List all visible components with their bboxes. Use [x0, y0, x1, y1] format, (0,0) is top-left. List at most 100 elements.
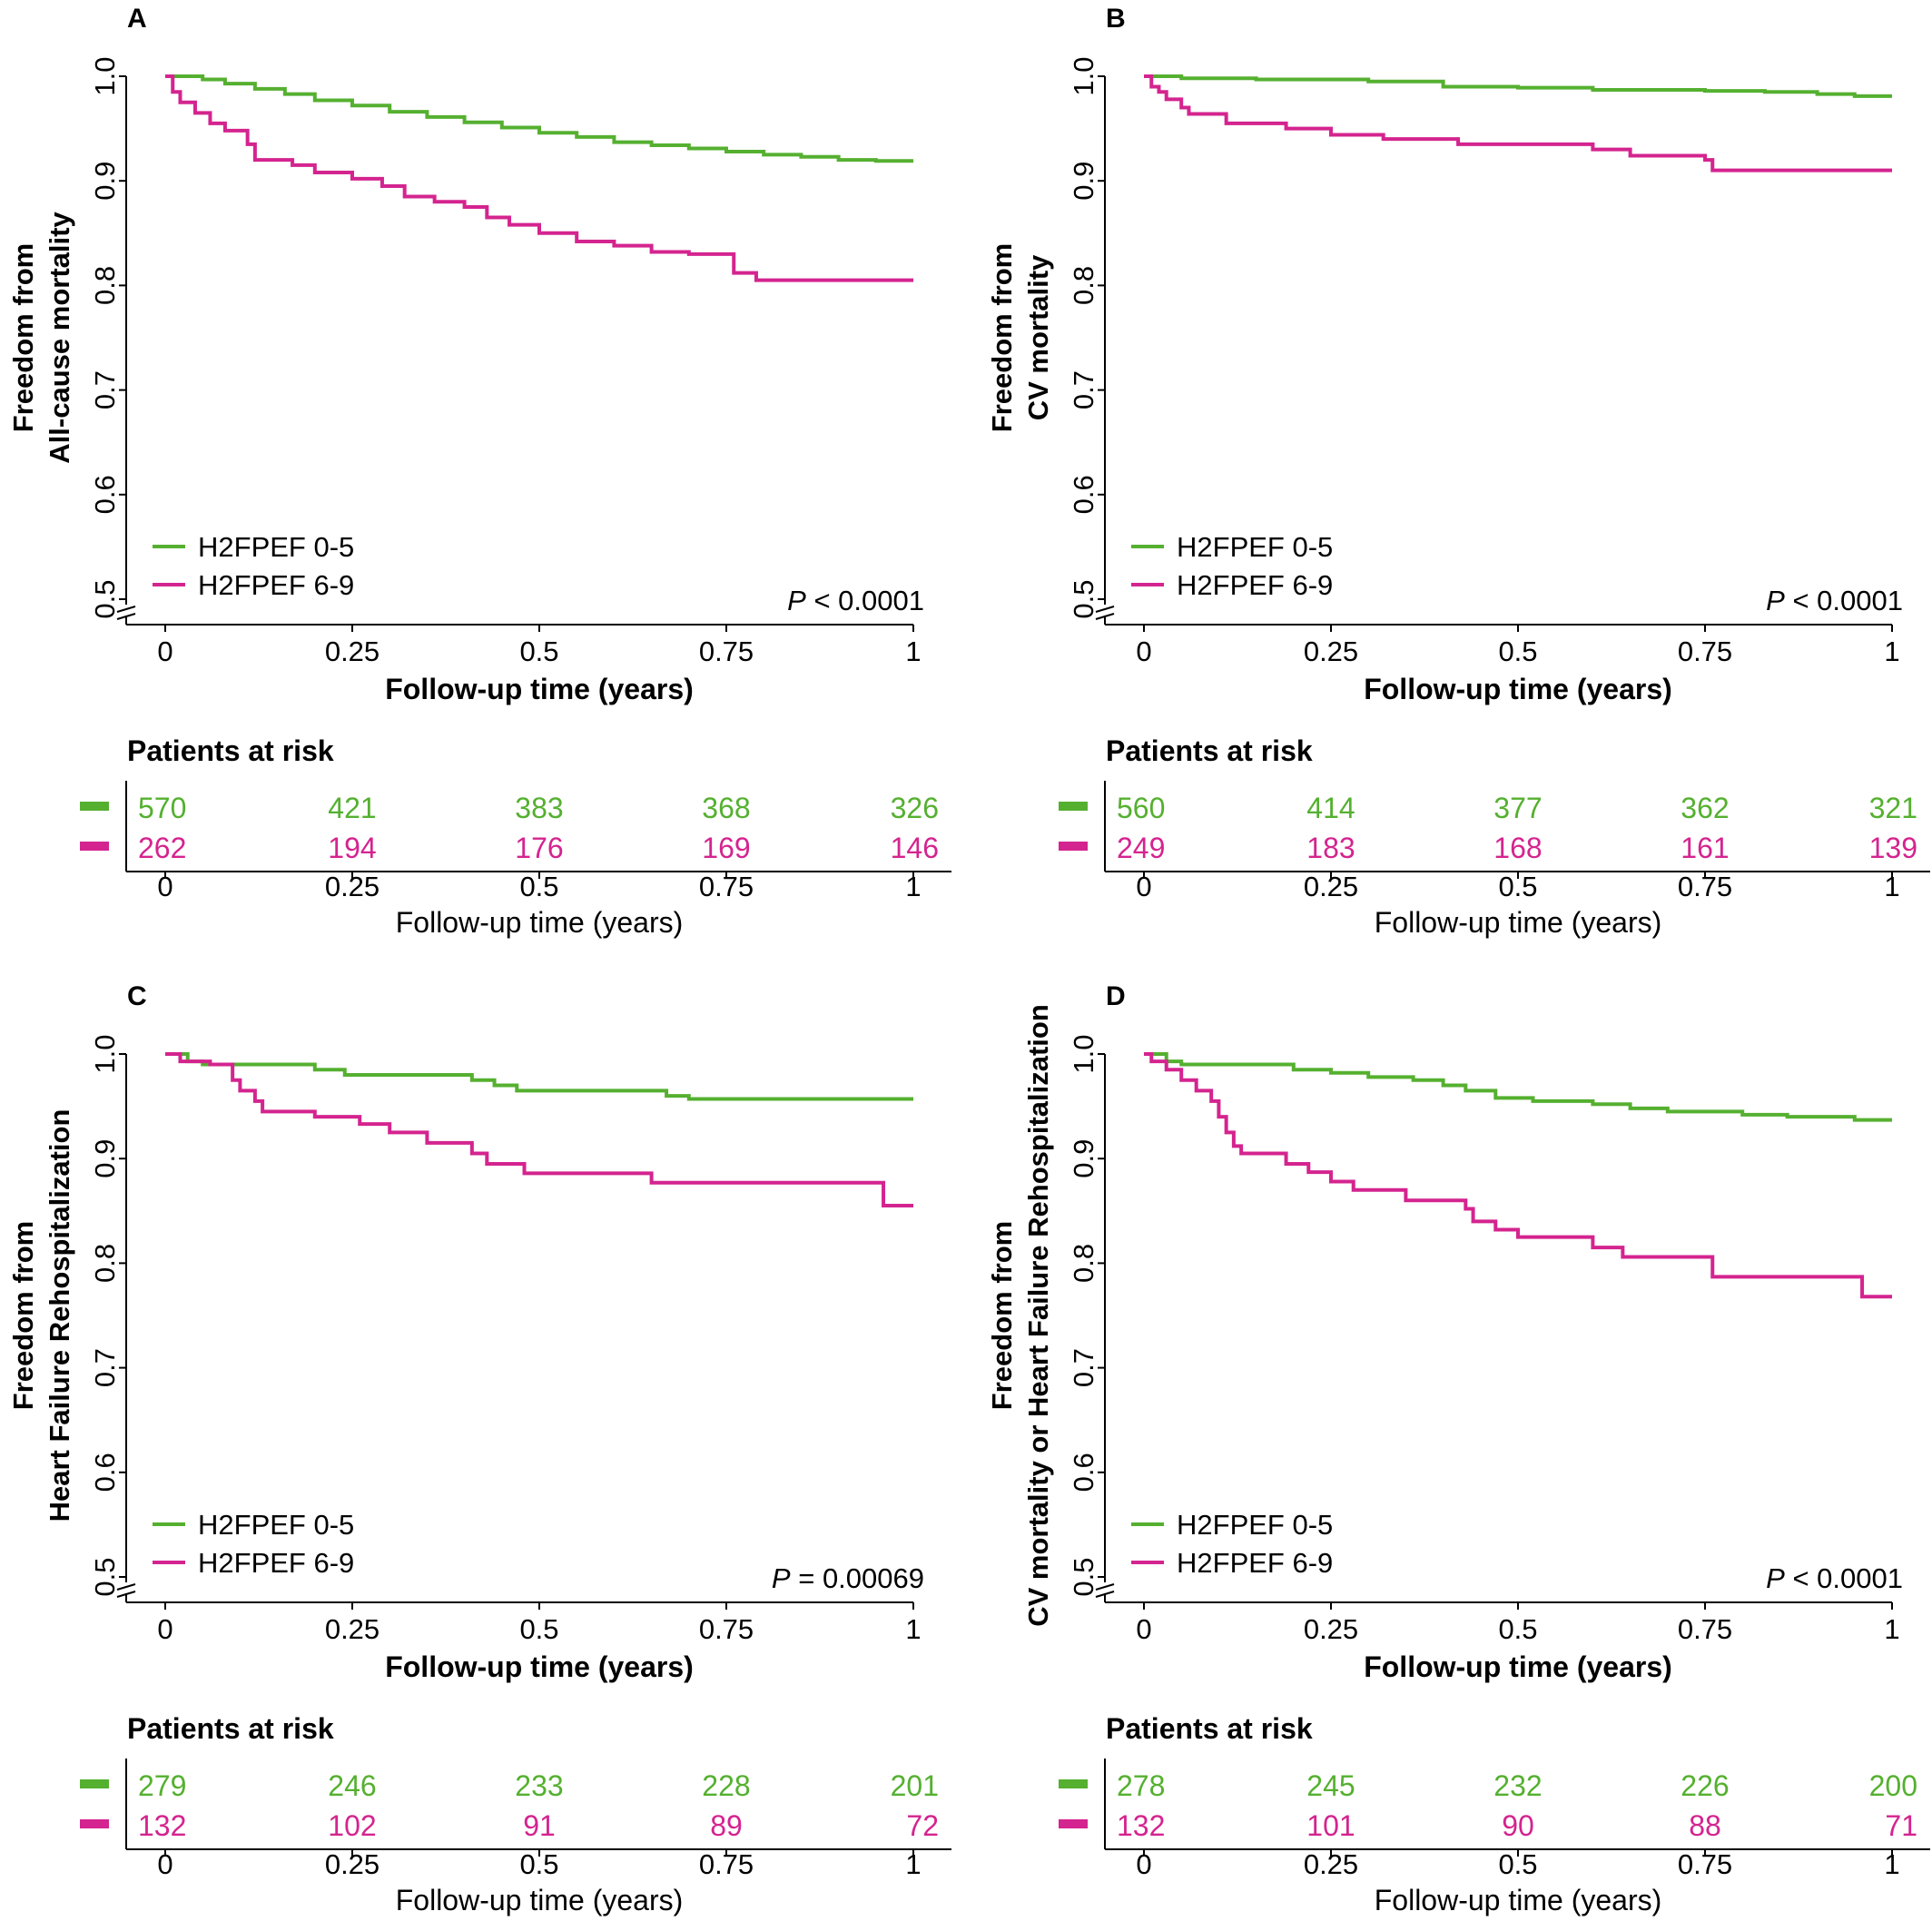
y-axis-label-line2: CV mortality [1022, 254, 1054, 420]
p-value: P < 0.0001 [1766, 585, 1903, 616]
risk-count-high: 89 [710, 1809, 743, 1842]
risk-count-low: 246 [328, 1769, 376, 1802]
x-tick-label: 1 [1884, 635, 1899, 667]
y-tick-label: 0.9 [1068, 162, 1099, 201]
risk-legend-swatch-high [80, 842, 109, 851]
y-tick-label: 0.9 [89, 162, 121, 201]
panel-letter: A [127, 4, 147, 34]
risk-count-low: 414 [1306, 792, 1355, 824]
y-tick-label: 0.9 [89, 1139, 121, 1178]
risk-count-high: 102 [328, 1809, 376, 1842]
risk-count-low: 201 [891, 1769, 939, 1802]
risk-x-tick-label: 0.25 [325, 871, 380, 902]
y-tick-label: 0.7 [89, 1348, 121, 1387]
risk-count-high: 132 [138, 1809, 186, 1842]
risk-x-tick-label: 0.75 [699, 1848, 754, 1880]
p-value-text: < 0.0001 [806, 585, 924, 616]
risk-count-high: 88 [1689, 1809, 1721, 1842]
risk-count-low: 421 [328, 792, 376, 824]
legend-label: H2FPEF 0-5 [198, 531, 354, 563]
y-tick-label: 0.5 [89, 579, 121, 618]
legend-label: H2FPEF 0-5 [198, 1509, 354, 1541]
survival-line-h2fpef-6-9 [165, 1052, 913, 1208]
risk-count-low: 200 [1869, 1769, 1917, 1802]
panel-c: C Freedom from Heart Failure Rehospitaliza… [7, 981, 951, 1916]
x-tick-label: 0.5 [1498, 635, 1537, 667]
risk-count-low: 232 [1493, 1769, 1542, 1802]
risk-x-tick-label: 0.75 [699, 871, 754, 902]
y-axis-label-line1: Freedom from [7, 243, 39, 432]
risk-count-high: 139 [1869, 832, 1917, 864]
legend-label: H2FPEF 6-9 [198, 1547, 354, 1579]
x-axis-label: Follow-up time (years) [385, 1650, 694, 1683]
risk-count-low: 245 [1306, 1769, 1355, 1802]
x-tick-label: 1 [905, 635, 921, 667]
x-tick-label: 0.25 [325, 635, 380, 667]
y-axis-label-line1: Freedom from [986, 243, 1018, 432]
legend-label: H2FPEF 6-9 [198, 569, 354, 601]
p-value-text: < 0.0001 [1785, 1562, 1903, 1594]
risk-x-tick-label: 0.25 [1304, 1848, 1358, 1880]
x-tick-label: 0 [1136, 1613, 1151, 1645]
legend-label: H2FPEF 6-9 [1177, 569, 1333, 601]
x-tick-label: 0.75 [1678, 1613, 1732, 1645]
risk-x-tick-label: 0 [1136, 871, 1151, 902]
p-value-text: = 0.00069 [791, 1562, 924, 1594]
y-tick-label: 0.7 [1068, 370, 1099, 409]
risk-table-title: Patients at risk [1106, 734, 1313, 767]
y-tick-label: 0.7 [1068, 1348, 1099, 1387]
p-value: P < 0.0001 [787, 585, 924, 616]
survival-line-h2fpef-6-9 [165, 74, 913, 282]
risk-x-tick-label: 0 [157, 1848, 172, 1880]
x-axis-label: Follow-up time (years) [385, 673, 694, 705]
risk-count-low: 226 [1681, 1769, 1729, 1802]
y-tick-label: 0.5 [89, 1557, 121, 1596]
p-value: P < 0.0001 [1766, 1562, 1903, 1594]
risk-count-low: 368 [702, 792, 750, 824]
legend-label: H2FPEF 6-9 [1177, 1547, 1333, 1579]
x-tick-label: 0.5 [519, 1613, 558, 1645]
risk-count-high: 161 [1681, 832, 1729, 864]
y-tick-label: 0.5 [1068, 579, 1099, 618]
risk-count-high: 249 [1117, 832, 1165, 864]
x-tick-label: 1 [905, 1613, 921, 1645]
risk-legend-swatch-high [1059, 1819, 1088, 1828]
x-tick-label: 0 [1136, 635, 1151, 667]
risk-count-low: 278 [1117, 1769, 1165, 1802]
p-value-text: < 0.0001 [1785, 585, 1903, 616]
risk-count-high: 91 [523, 1809, 556, 1842]
risk-x-tick-label: 0.75 [1678, 871, 1732, 902]
risk-count-high: 71 [1885, 1809, 1917, 1842]
risk-count-low: 228 [702, 1769, 750, 1802]
risk-x-tick-label: 1 [1884, 871, 1899, 902]
legend-label: H2FPEF 0-5 [1177, 1509, 1333, 1541]
risk-x-tick-label: 0.5 [519, 1848, 558, 1880]
risk-count-high: 262 [138, 832, 186, 864]
survival-line-h2fpef-0-5 [1144, 74, 1892, 98]
risk-table-title: Patients at risk [127, 734, 334, 767]
y-tick-label: 0.8 [1068, 1244, 1099, 1283]
risk-legend-swatch-low [80, 802, 109, 811]
risk-count-low: 377 [1493, 792, 1542, 824]
risk-count-high: 194 [328, 832, 376, 864]
risk-table-title: Patients at risk [127, 1712, 334, 1745]
x-tick-label: 0.75 [1678, 635, 1732, 667]
risk-x-tick-label: 0.5 [1498, 871, 1537, 902]
risk-x-tick-label: 1 [905, 1848, 921, 1880]
risk-count-low: 279 [138, 1769, 186, 1802]
y-tick-label: 0.8 [89, 1244, 121, 1283]
y-tick-label: 0.8 [89, 266, 121, 305]
y-axis-label-line2: All-cause mortality [44, 212, 75, 464]
y-tick-label: 0.6 [1068, 475, 1099, 514]
x-tick-label: 0 [157, 635, 172, 667]
x-tick-label: 0.25 [1304, 635, 1358, 667]
risk-x-axis-label: Follow-up time (years) [1375, 906, 1662, 939]
risk-count-high: 132 [1117, 1809, 1165, 1842]
risk-x-tick-label: 0.75 [1678, 1848, 1732, 1880]
survival-line-h2fpef-6-9 [1144, 1052, 1892, 1299]
y-tick-label: 1.0 [89, 1034, 121, 1073]
y-tick-label: 0.5 [1068, 1557, 1099, 1596]
risk-count-high: 72 [906, 1809, 939, 1842]
y-tick-label: 1.0 [1068, 1034, 1099, 1073]
